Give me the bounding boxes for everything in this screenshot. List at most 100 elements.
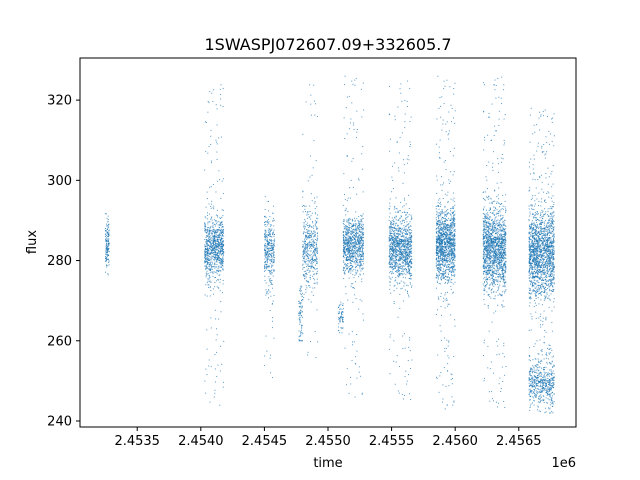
data-point [218, 170, 220, 172]
data-point [343, 236, 345, 238]
data-point [353, 223, 355, 225]
data-point [311, 263, 313, 265]
data-point [361, 251, 363, 253]
data-point [443, 88, 445, 90]
data-point [307, 180, 309, 182]
data-point [346, 267, 348, 269]
data-point [388, 208, 390, 210]
data-point [440, 239, 442, 241]
data-point-cluster [298, 285, 303, 342]
data-point [444, 337, 446, 339]
data-point [389, 373, 391, 375]
data-point [220, 311, 222, 313]
data-point [338, 316, 340, 318]
data-point [313, 232, 315, 234]
data-point [348, 252, 350, 254]
data-point [404, 255, 406, 257]
data-point [400, 246, 402, 248]
data-point [309, 225, 311, 227]
data-point [305, 236, 307, 238]
data-point [349, 217, 351, 219]
data-point [346, 231, 348, 233]
data-point [403, 164, 405, 166]
data-point [210, 135, 212, 137]
data-point [214, 281, 216, 283]
data-point [341, 312, 343, 314]
data-point [311, 232, 313, 234]
data-point [264, 264, 265, 266]
data-point [217, 246, 219, 248]
data-point [222, 283, 224, 285]
data-point [210, 243, 212, 245]
data-point [215, 255, 217, 257]
data-point [317, 232, 318, 234]
data-point [357, 270, 359, 272]
data-point [214, 238, 216, 240]
data-point [402, 243, 404, 245]
data-point [438, 217, 440, 219]
data-point [438, 215, 440, 217]
data-point [270, 256, 272, 258]
data-point [442, 234, 444, 236]
data-point [220, 223, 222, 225]
data-point [222, 226, 224, 228]
data-point [309, 243, 311, 245]
data-point [211, 237, 213, 239]
data-point [402, 255, 404, 257]
data-point [443, 225, 445, 227]
data-point [402, 239, 404, 241]
data-point [437, 223, 439, 225]
data-point [448, 238, 450, 240]
data-point [206, 191, 208, 193]
data-point [442, 255, 444, 257]
data-point [220, 345, 222, 347]
data-point [342, 327, 344, 329]
data-point [315, 256, 317, 258]
data-point [345, 254, 347, 255]
data-point [398, 237, 400, 239]
data-point [310, 301, 312, 303]
data-point [410, 274, 412, 276]
data-point [389, 202, 391, 204]
data-point [206, 253, 208, 255]
data-point [453, 266, 455, 268]
data-point [343, 224, 345, 225]
data-point [105, 233, 107, 235]
data-point [450, 238, 452, 240]
data-point [311, 233, 313, 235]
data-point [451, 271, 453, 273]
data-point [403, 230, 405, 232]
data-point [219, 404, 221, 406]
data-point [391, 226, 393, 228]
data-point [359, 226, 361, 228]
data-point [404, 211, 406, 213]
data-point [299, 314, 301, 316]
data-point [446, 258, 448, 260]
data-point [348, 219, 350, 221]
data-point [396, 254, 398, 256]
data-point [361, 116, 363, 118]
data-point [213, 266, 215, 268]
data-point [388, 226, 390, 228]
data-point [440, 116, 442, 118]
data-point [219, 222, 221, 224]
data-point [306, 246, 308, 248]
data-point [443, 161, 445, 163]
data-point [405, 247, 407, 249]
data-point [351, 254, 353, 256]
data-point [391, 253, 393, 255]
data-point [402, 261, 404, 263]
data-point [304, 243, 306, 245]
data-point [402, 398, 404, 400]
data-point [271, 327, 273, 329]
data-point [208, 254, 210, 256]
data-point [353, 277, 355, 279]
data-point [398, 276, 400, 278]
data-point [209, 276, 211, 278]
data-point [270, 258, 272, 260]
data-point [396, 208, 398, 210]
data-point [405, 225, 407, 227]
data-point [357, 247, 359, 249]
data-point [441, 96, 443, 98]
data-point [444, 307, 446, 309]
